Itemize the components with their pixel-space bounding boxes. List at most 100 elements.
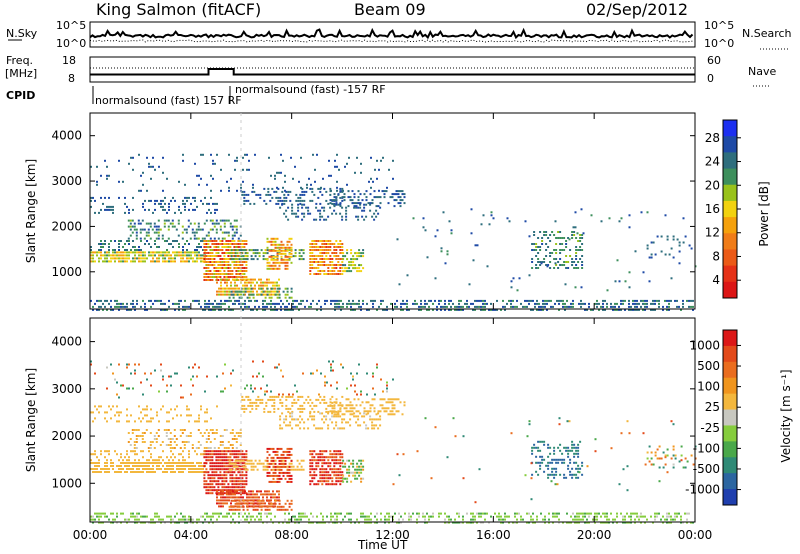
- data-cell: [150, 246, 152, 248]
- data-cell: [140, 515, 142, 518]
- data-cell: [329, 410, 332, 413]
- data-cell: [238, 258, 241, 261]
- data-cell: [602, 305, 604, 308]
- data-cell: [233, 435, 236, 437]
- data-cell: [266, 240, 269, 243]
- data-cell: [264, 290, 266, 293]
- data-cell: [245, 453, 248, 456]
- data-cell: [233, 453, 236, 456]
- data-cell: [207, 267, 210, 269]
- data-cell: [225, 474, 228, 477]
- data-cell: [274, 240, 277, 243]
- data-cell: [381, 398, 384, 401]
- data-cell: [482, 308, 484, 311]
- data-cell: [270, 281, 272, 284]
- data-cell: [227, 243, 230, 245]
- data-cell: [377, 412, 380, 415]
- data-cell: [146, 459, 148, 462]
- data-cell: [231, 459, 234, 462]
- data-cell: [221, 450, 224, 453]
- data-cell: [272, 243, 275, 246]
- data-cell: [208, 521, 210, 524]
- data-cell: [226, 496, 228, 499]
- data-cell: [132, 468, 134, 470]
- data-cell: [216, 502, 218, 505]
- data-cell: [235, 219, 238, 222]
- data-cell: [365, 413, 368, 416]
- data-cell: [518, 512, 520, 515]
- data-cell: [319, 240, 322, 242]
- data-cell: [323, 474, 326, 477]
- data-cell: [298, 180, 300, 183]
- data-cell: [272, 521, 274, 524]
- data-cell: [136, 521, 138, 524]
- data-cell: [219, 435, 222, 437]
- data-cell: [216, 305, 218, 308]
- data-cell: [456, 512, 458, 515]
- data-cell: [258, 255, 261, 258]
- data-cell: [146, 156, 148, 159]
- data-cell: [237, 267, 240, 269]
- data-cell: [290, 156, 292, 159]
- data-cell: [179, 435, 182, 437]
- data-cell: [230, 308, 232, 311]
- data-cell: [311, 456, 314, 459]
- data-cell: [124, 249, 126, 251]
- data-cell: [254, 496, 256, 499]
- data-cell: [456, 521, 458, 524]
- data-cell: [232, 302, 234, 305]
- data-cell: [262, 302, 264, 305]
- data-cell: [241, 240, 244, 242]
- data-cell: [213, 264, 216, 266]
- data-cell: [209, 447, 212, 449]
- data-cell: [313, 415, 316, 418]
- data-cell: [217, 483, 220, 486]
- data-cell: [553, 249, 556, 251]
- data-cell: [343, 418, 346, 421]
- data-cell: [315, 246, 318, 248]
- data-cell: [237, 462, 240, 465]
- data-cell: [190, 251, 192, 254]
- freq-tick-top: 18: [62, 54, 76, 67]
- data-cell: [235, 450, 238, 453]
- data-cell: [156, 512, 158, 515]
- data-cell: [98, 243, 100, 245]
- data-cell: [278, 474, 281, 477]
- data-cell: [211, 465, 214, 468]
- data-cell: [129, 444, 132, 446]
- data-cell: [205, 270, 208, 272]
- data-cell: [335, 483, 338, 486]
- data-cell: [186, 405, 188, 408]
- data-cell: [272, 267, 275, 270]
- data-cell: [540, 308, 542, 311]
- data-cell: [297, 398, 300, 401]
- data-cell: [237, 240, 240, 242]
- data-cell: [327, 474, 330, 477]
- data-cell: [508, 515, 510, 518]
- data-cell: [346, 162, 348, 165]
- data-cell: [349, 199, 352, 202]
- data-cell: [162, 251, 164, 254]
- data-cell: [207, 246, 210, 248]
- data-cell: [266, 281, 268, 284]
- data-cell: [172, 468, 174, 470]
- data-cell: [225, 264, 228, 266]
- data-cell: [241, 480, 244, 483]
- data-cell: [211, 489, 214, 492]
- data-cell: [235, 246, 238, 248]
- data-cell: [341, 404, 344, 407]
- data-cell: [363, 407, 366, 410]
- data-cell: [436, 229, 439, 232]
- data-cell: [202, 249, 204, 251]
- data-cell: [224, 278, 226, 281]
- data-cell: [266, 278, 268, 281]
- data-cell: [192, 251, 194, 254]
- data-cell: [229, 243, 232, 245]
- data-cell: [206, 202, 208, 205]
- data-cell: [236, 459, 239, 462]
- data-cell: [302, 299, 304, 302]
- data-cell: [149, 447, 152, 449]
- data-cell: [270, 299, 272, 302]
- data-cell: [243, 202, 246, 205]
- data-cell: [234, 496, 236, 499]
